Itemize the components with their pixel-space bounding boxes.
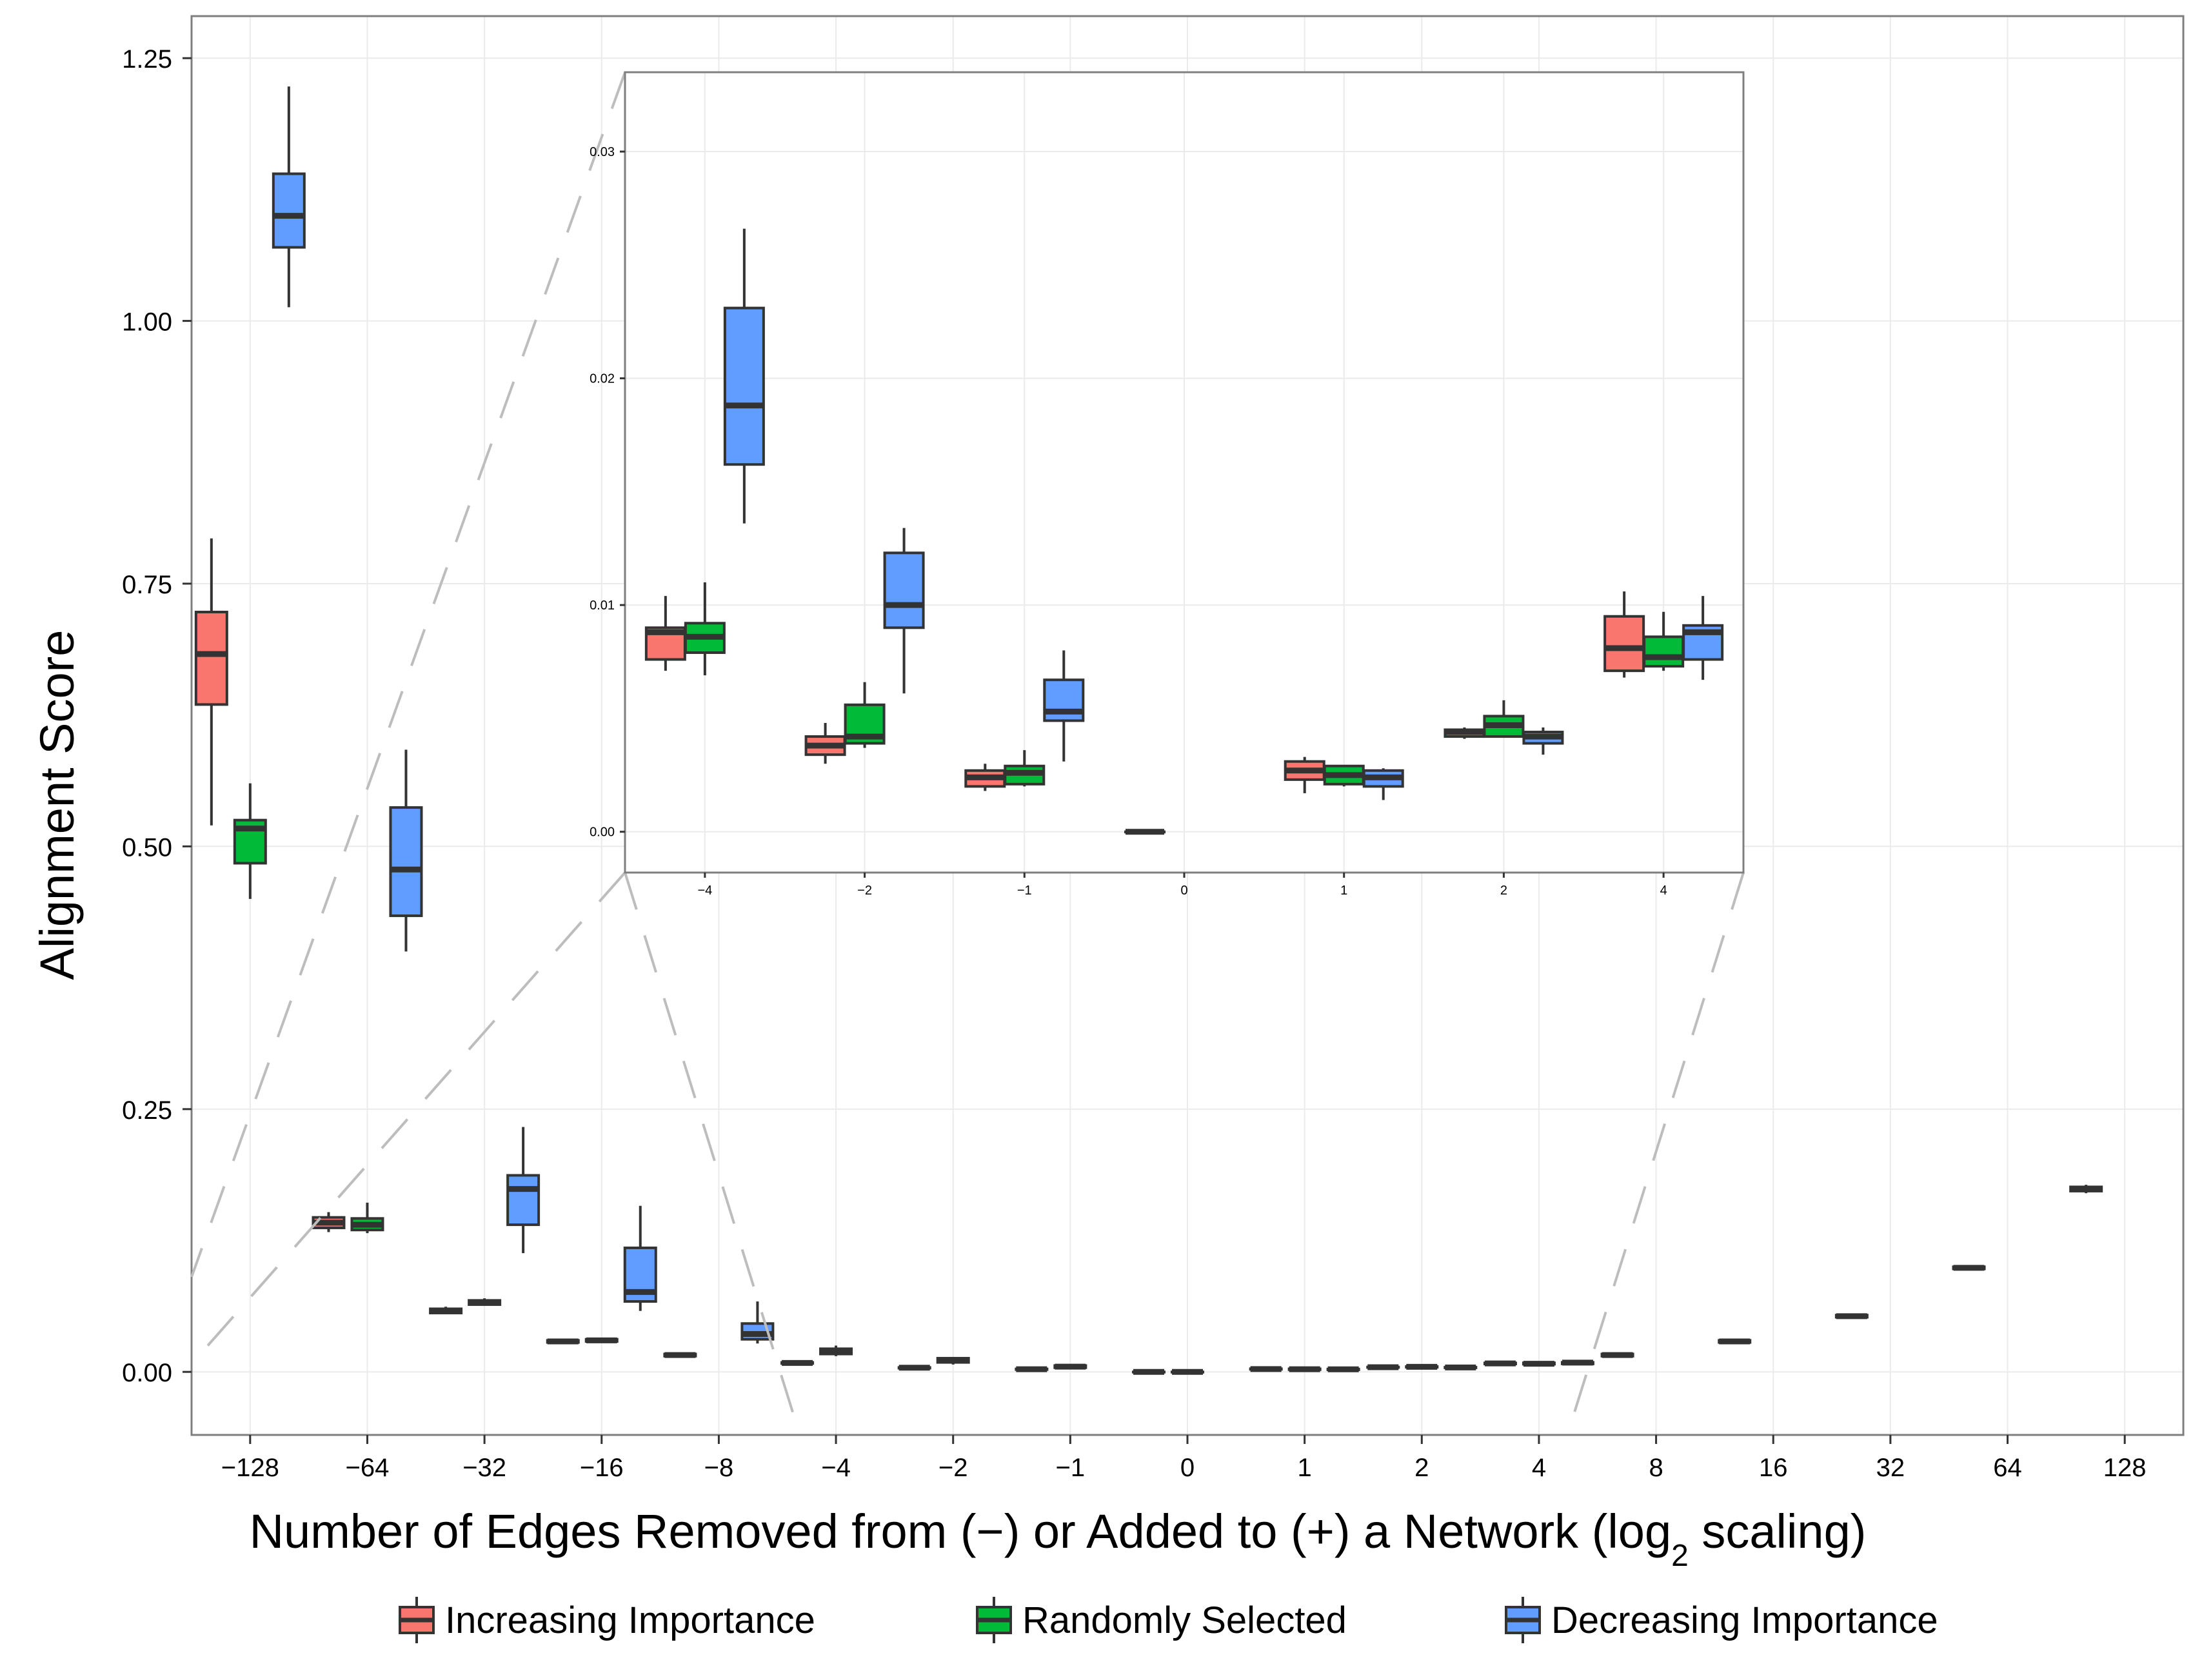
inset-y-tick-label-1: 0.01: [590, 598, 615, 613]
zoom-line-1: [190, 871, 626, 1365]
x-axis-label: Number of Edges Removed from (−) or Adde…: [250, 1505, 1867, 1573]
main-box-0-s0-box: [194, 611, 228, 706]
x-tick-label-3: −16: [580, 1454, 624, 1482]
x-tick-label-14: 32: [1876, 1454, 1905, 1482]
y-tick-label-2: 0.50: [122, 833, 172, 862]
y-tick-label-4: 1.00: [122, 308, 172, 337]
inset-y-tick-label-0: 0.00: [590, 825, 615, 840]
x-tick-label-11: 4: [1532, 1454, 1546, 1482]
zoom-line-2: [624, 872, 801, 1436]
y-tick-label-0: 0.00: [122, 1359, 172, 1387]
inset-boxplots: [644, 228, 1724, 835]
inset-x-tick-label-5: 2: [1500, 884, 1507, 898]
y-tick-label-5: 1.25: [122, 45, 172, 74]
legend-label-0: Increasing Importance: [445, 1599, 815, 1641]
inset-x-tick-label-6: 4: [1660, 884, 1667, 898]
main-boxplots: [194, 86, 2103, 1375]
x-tick-label-9: 1: [1298, 1454, 1312, 1482]
x-axis-label-subscript: 2: [1671, 1539, 1689, 1573]
x-tick-label-1: −64: [346, 1454, 390, 1482]
x-tick-label-16: 128: [2103, 1454, 2147, 1482]
legend-label-2: Decreasing Importance: [1551, 1599, 1938, 1641]
inset-x-tick-label-4: 1: [1340, 884, 1347, 898]
inset-y-tick-label-2: 0.02: [590, 372, 615, 386]
inset-box-6-s1-box: [1643, 635, 1685, 668]
x-tick-label-7: −1: [1056, 1454, 1086, 1482]
x-tick-label-10: 2: [1414, 1454, 1429, 1482]
inset-box-0-s2-box: [723, 306, 765, 466]
x-tick-label-6: −2: [938, 1454, 968, 1482]
x-tick-label-5: −4: [821, 1454, 851, 1482]
x-tick-label-2: −32: [462, 1454, 506, 1482]
inset-x-tick-label-3: 0: [1180, 884, 1187, 898]
inset-panel: 0.00 0.01 0.02 0.03 −4 −2 −1 0 1 2 4: [590, 71, 1745, 898]
main-box-2-s2-box: [506, 1174, 541, 1227]
x-tick-label-12: 8: [1649, 1454, 1663, 1482]
x-tick-label-15: 64: [1993, 1454, 2022, 1482]
legend-label-1: Randomly Selected: [1022, 1599, 1347, 1641]
main-box-0-s2-box: [272, 172, 306, 249]
y-tick-label-3: 0.75: [122, 571, 172, 599]
x-tick-label-8: 0: [1180, 1454, 1195, 1482]
inset-box-2-s2-box: [1043, 678, 1085, 722]
inset-y-tick-label-3: 0.03: [590, 145, 615, 159]
legend: Increasing Importance Randomly Selected De…: [399, 1597, 1938, 1643]
x-axis-label-tail: scaling): [1689, 1505, 1867, 1558]
inset-x-tick-label-1: −2: [857, 884, 872, 898]
inset-box-1-s2-box: [883, 551, 925, 629]
main-axes: 0.000.250.500.751.001.25−128 −64 −32 −16 −8−…: [122, 45, 2146, 1482]
main-box-1-s2-box: [389, 806, 423, 917]
zoom-line-3: [1566, 872, 1745, 1436]
x-tick-label-0: −128: [221, 1454, 279, 1482]
x-tick-label-13: 16: [1759, 1454, 1788, 1482]
inset-box-6-s0-box: [1603, 615, 1645, 673]
x-tick-label-4: −8: [704, 1454, 734, 1482]
inset-x-tick-label-0: −4: [697, 884, 712, 898]
x-axis-label-main: Number of Edges Removed from (−) or Adde…: [250, 1505, 1672, 1558]
y-tick-label-1: 0.25: [122, 1096, 172, 1125]
zoom-connector-lines: [190, 72, 1745, 1436]
zoom-line-0: [190, 72, 626, 1278]
y-axis-label: Alignment Score: [30, 630, 84, 980]
inset-x-tick-label-2: −1: [1017, 884, 1032, 898]
